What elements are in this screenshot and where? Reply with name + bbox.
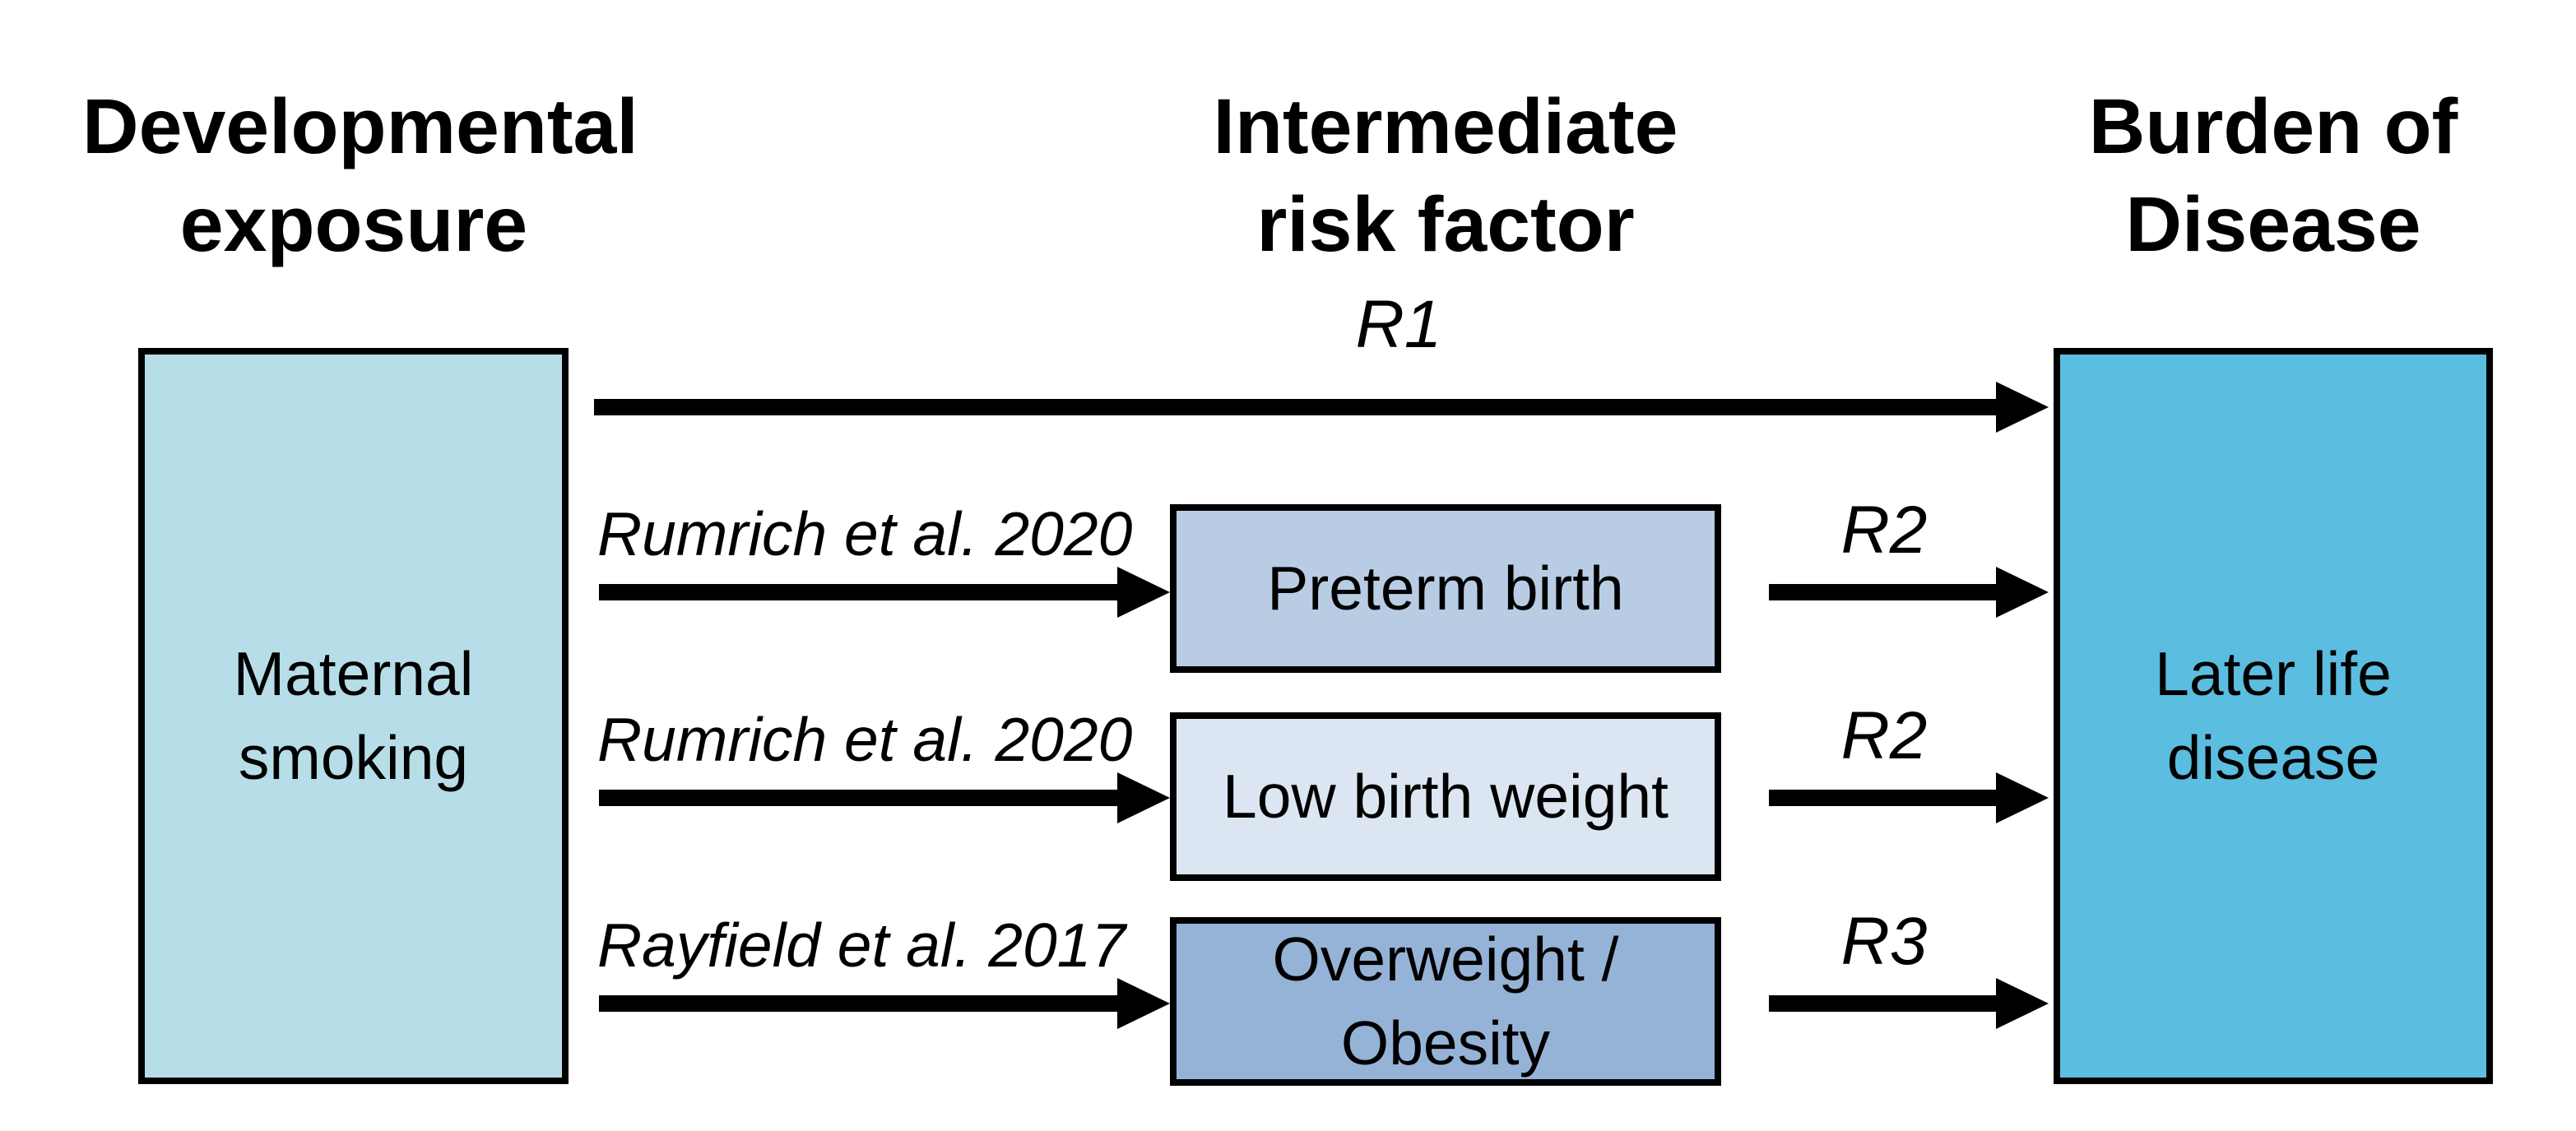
arrow-label-r3: R3	[1840, 904, 1928, 979]
later-life-disease-box: Later life disease	[2054, 348, 2493, 1084]
later-life-disease-label: Later life disease	[2155, 639, 2392, 792]
arrow-head-icon	[1117, 978, 1170, 1029]
arrow-head-icon	[1996, 772, 2049, 823]
arrow-head-icon	[1117, 567, 1170, 618]
arrow-label-rumrich-2020-lbw: Rumrich et al. 2020	[597, 705, 1133, 774]
arrow-shaft	[1769, 995, 1999, 1012]
arrow-head-icon	[1117, 772, 1170, 823]
arrow-r1-shaft	[594, 399, 1999, 415]
arrow-shaft	[1769, 584, 1999, 600]
column-header-developmental-exposure: Developmental exposure	[82, 83, 638, 268]
arrow-label-rayfield-2017: Rayfield et al. 2017	[597, 911, 1126, 980]
column-header-intermediate-risk-factor: Intermediate risk factor	[1213, 83, 1678, 268]
arrow-label-r2-preterm: R2	[1840, 493, 1928, 568]
column-header-burden-of-disease: Burden of Disease	[2088, 83, 2458, 268]
arrow-shaft	[599, 584, 1119, 600]
arrow-label-r2-lbw: R2	[1840, 698, 1928, 773]
arrow-shaft	[1769, 790, 1999, 806]
preterm-birth-box: Preterm birth	[1170, 504, 1721, 673]
arrow-label-rumrich-2020-preterm: Rumrich et al. 2020	[597, 499, 1133, 568]
arrow-shaft	[599, 790, 1119, 806]
low-birth-weight-box: Low birth weight	[1170, 712, 1721, 881]
overweight-obesity-box: Overweight / Obesity	[1170, 917, 1721, 1086]
arrow-head-icon	[1996, 978, 2049, 1029]
arrow-label-r1: R1	[1355, 287, 1442, 362]
preterm-birth-label: Preterm birth	[1267, 553, 1624, 623]
arrow-r1-head-icon	[1996, 382, 2049, 433]
arrow-head-icon	[1996, 567, 2049, 618]
arrow-shaft	[599, 995, 1119, 1012]
overweight-obesity-label: Overweight / Obesity	[1272, 925, 1619, 1078]
low-birth-weight-label: Low birth weight	[1223, 761, 1669, 831]
maternal-smoking-box: Maternal smoking	[138, 348, 569, 1084]
maternal-smoking-label: Maternal smoking	[233, 639, 474, 792]
